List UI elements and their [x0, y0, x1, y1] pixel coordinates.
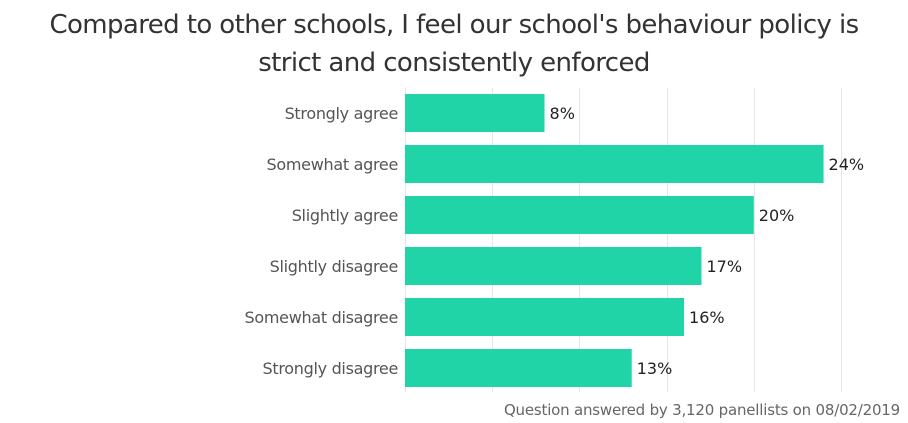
data-label: 13%	[637, 359, 673, 378]
chart-title-line-1: Compared to other schools, I feel our sc…	[49, 10, 859, 40]
category-label: Somewhat agree	[267, 155, 398, 174]
bar-strongly-agree	[405, 94, 545, 132]
bar-somewhat-agree	[405, 145, 824, 183]
category-label: Slightly agree	[292, 206, 398, 225]
category-label: Slightly disagree	[270, 257, 398, 276]
footer-note: Question answered by 3,120 panellists on…	[503, 401, 900, 419]
data-label: 20%	[759, 206, 795, 225]
bar-slightly-disagree	[405, 247, 702, 285]
category-label: Strongly agree	[285, 104, 398, 123]
chart-title-line-2: strict and consistently enforced	[258, 48, 650, 78]
chart-title: Compared to other schools, I feel our sc…	[0, 6, 908, 82]
bar-somewhat-disagree	[405, 298, 685, 336]
data-label: 8%	[550, 104, 575, 123]
data-label: 16%	[689, 308, 725, 327]
data-label: 17%	[706, 257, 742, 276]
data-label: 24%	[829, 155, 865, 174]
bar-strongly-disagree	[405, 349, 632, 387]
category-label: Strongly disagree	[263, 359, 398, 378]
bar-slightly-agree	[405, 196, 754, 234]
category-label: Somewhat disagree	[245, 308, 398, 327]
